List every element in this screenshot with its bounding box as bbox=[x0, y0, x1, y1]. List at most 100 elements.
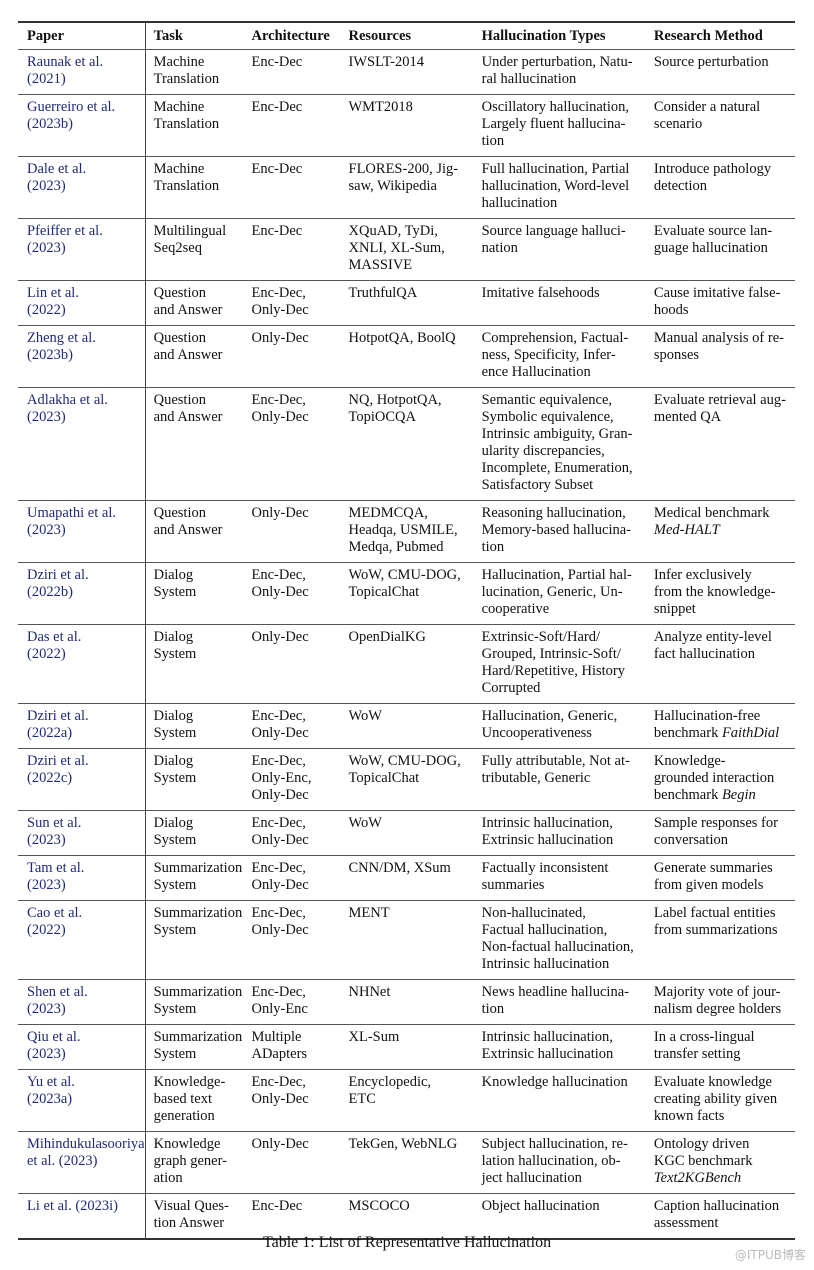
cell-hallucination-types-text: Imitative falsehoods bbox=[481, 285, 600, 301]
table-row: Adlakha et al. (2023) Question and Answer… bbox=[18, 387, 795, 501]
header-resources: Resources bbox=[348, 28, 412, 44]
cell-architecture-text: Enc-Dec, Only-Dec bbox=[251, 815, 309, 848]
cell-task: Question and Answer bbox=[145, 501, 243, 563]
cell-architecture-text: Only-Dec bbox=[251, 330, 309, 346]
cell-paper[interactable]: Cao et al. (2022) bbox=[18, 900, 146, 980]
cell-paper[interactable]: Dale et al. (2023) bbox=[18, 156, 146, 219]
table-row: Pfeiffer et al. (2023) Multilingual Seq2s… bbox=[18, 218, 795, 281]
cell-task: Question and Answer bbox=[145, 388, 243, 501]
cell-task: Visual Ques- tion Answer bbox=[145, 1194, 243, 1240]
cell-resources: CNN/DM, XSum bbox=[341, 856, 474, 901]
cell-research-method: Evaluate retrieval aug- mented QA bbox=[646, 388, 795, 501]
header-hallucination-types: Hallucination Types bbox=[481, 28, 606, 44]
cell-paper-text: Dale et al. (2023) bbox=[27, 161, 87, 194]
cell-paper[interactable]: Li et al. (2023i) bbox=[18, 1193, 146, 1239]
cell-research-method-text: Sample responses for conversation bbox=[653, 815, 778, 848]
cell-architecture-text: Enc-Dec, Only-Dec bbox=[251, 905, 309, 938]
header-research-method: Research Method bbox=[653, 28, 763, 44]
cell-research-method: Manual analysis of re- sponses bbox=[646, 326, 795, 388]
cell-architecture-text: Enc-Dec bbox=[251, 54, 303, 70]
cell-architecture-text: Enc-Dec, Only-Dec bbox=[251, 392, 309, 425]
cell-resources: WoW bbox=[341, 704, 474, 749]
cell-hallucination-types-text: Knowledge hallucination bbox=[481, 1074, 628, 1090]
benchmark-name: Med-HALT bbox=[653, 522, 720, 538]
cell-hallucination-types: Intrinsic hallucination, Extrinsic hallu… bbox=[474, 811, 646, 856]
cell-architecture-text: Enc-Dec, Only-Dec bbox=[251, 285, 309, 318]
cell-research-method-text: Manual analysis of re- sponses bbox=[653, 330, 784, 363]
cell-task: Question and Answer bbox=[145, 326, 243, 388]
cell-task: Dialog System bbox=[145, 704, 243, 749]
cell-research-method-text: Evaluate knowledge creating ability give… bbox=[653, 1074, 778, 1124]
cell-research-method: Evaluate knowledge creating ability give… bbox=[646, 1070, 795, 1132]
cell-paper[interactable]: Lin et al. (2022) bbox=[18, 280, 146, 326]
cell-paper[interactable]: Guerreiro et al. (2023b) bbox=[18, 94, 146, 157]
cell-paper[interactable]: Dziri et al. (2022c) bbox=[18, 748, 146, 811]
table-row: Dale et al. (2023) Machine Translation Enc… bbox=[18, 156, 795, 219]
header-task: Task bbox=[153, 28, 183, 44]
cell-paper[interactable]: Mihindukulasooriya et al. (2023) bbox=[18, 1131, 146, 1194]
cell-paper-text: Yu et al. (2023a) bbox=[27, 1074, 75, 1107]
cell-resources-text: Encyclopedic, ETC bbox=[348, 1074, 432, 1107]
table-row: Dziri et al. (2022b) Dialog System Enc-Dec… bbox=[18, 562, 795, 625]
cell-paper[interactable]: Qiu et al. (2023) bbox=[18, 1024, 146, 1070]
cell-task-text: Summarization System bbox=[153, 984, 243, 1017]
cell-hallucination-types-text: Oscillatory hallucination, Largely fluen… bbox=[481, 99, 629, 149]
cell-research-method-text: Hallucination-free benchmark bbox=[653, 708, 761, 741]
cell-paper[interactable]: Dziri et al. (2022b) bbox=[18, 562, 146, 625]
cell-paper[interactable]: Dziri et al. (2022a) bbox=[18, 703, 146, 749]
cell-task: Knowledge graph gener- ation bbox=[145, 1132, 243, 1194]
cell-research-method-text: Label factual entities from summarizatio… bbox=[653, 905, 778, 938]
cell-research-method: Infer exclusively from the knowledge- sn… bbox=[646, 563, 795, 625]
cell-hallucination-types: Hallucination, Partial hal- lucination, … bbox=[474, 563, 646, 625]
cell-research-method-text: Evaluate source lan- guage hallucination bbox=[653, 223, 773, 256]
cell-architecture-text: Only-Dec bbox=[251, 1136, 309, 1152]
cell-paper[interactable]: Yu et al. (2023a) bbox=[18, 1069, 146, 1132]
table-row: Mihindukulasooriya et al. (2023) Knowledg… bbox=[18, 1131, 795, 1194]
cell-resources-text: TekGen, WebNLG bbox=[348, 1136, 458, 1152]
cell-architecture: Enc-Dec, Only-Dec bbox=[243, 281, 340, 326]
cell-task-text: Dialog System bbox=[153, 567, 197, 600]
cell-paper[interactable]: Raunak et al. (2021) bbox=[18, 49, 146, 95]
cell-paper[interactable]: Tam et al. (2023) bbox=[18, 855, 146, 901]
cell-research-method: Caption hallucination assessment bbox=[646, 1194, 795, 1240]
cell-hallucination-types: Non-hallucinated, Factual hallucination,… bbox=[474, 901, 646, 980]
cell-architecture: Enc-Dec bbox=[243, 219, 340, 281]
cell-resources-text: MSCOCO bbox=[348, 1198, 410, 1214]
cell-paper[interactable]: Zheng et al. (2023b) bbox=[18, 325, 146, 388]
cell-hallucination-types-text: Factually inconsistent summaries bbox=[481, 860, 609, 893]
cell-paper[interactable]: Shen et al. (2023) bbox=[18, 979, 146, 1025]
cell-research-method-text: Evaluate retrieval aug- mented QA bbox=[653, 392, 786, 425]
cell-research-method: Medical benchmark Med-HALT bbox=[646, 501, 795, 563]
cell-hallucination-types-text: Fully attributable, Not at- tributable, … bbox=[481, 753, 630, 786]
cell-research-method-text: Caption hallucination assessment bbox=[653, 1198, 780, 1231]
cell-architecture-text: Only-Dec bbox=[251, 629, 309, 645]
cell-hallucination-types-text: Source language halluci- nation bbox=[481, 223, 626, 256]
cell-paper[interactable]: Adlakha et al. (2023) bbox=[18, 387, 146, 501]
cell-paper[interactable]: Sun et al. (2023) bbox=[18, 810, 146, 856]
cell-resources-text: MEDMCQA, Headqa, USMILE, Medqa, Pubmed bbox=[348, 505, 458, 555]
cell-resources-text: TruthfulQA bbox=[348, 285, 418, 301]
cell-hallucination-types-text: Hallucination, Generic, Uncooperativenes… bbox=[481, 708, 618, 741]
cell-hallucination-types: Under perturbation, Natu- ral hallucinat… bbox=[474, 50, 646, 95]
cell-resources-text: FLORES-200, Jig- saw, Wikipedia bbox=[348, 161, 459, 194]
cell-architecture-text: Enc-Dec, Only-Dec bbox=[251, 1074, 309, 1107]
cell-resources-text: NQ, HotpotQA, TopiOCQA bbox=[348, 392, 442, 425]
cell-task: Question and Answer bbox=[145, 281, 243, 326]
cell-task: Dialog System bbox=[145, 811, 243, 856]
cell-research-method: Generate summaries from given models bbox=[646, 856, 795, 901]
table-row: Umapathi et al. (2023) Question and Answe… bbox=[18, 500, 795, 563]
cell-paper[interactable]: Umapathi et al. (2023) bbox=[18, 500, 146, 563]
cell-task: Multilingual Seq2seq bbox=[145, 219, 243, 281]
cell-paper[interactable]: Das et al. (2022) bbox=[18, 624, 146, 704]
cell-hallucination-types-text: Semantic equivalence, Symbolic equivalen… bbox=[481, 392, 633, 493]
cell-architecture: Only-Dec bbox=[243, 1132, 340, 1194]
cell-architecture: Only-Dec bbox=[243, 625, 340, 704]
cell-architecture: Enc-Dec bbox=[243, 157, 340, 219]
table-row: Yu et al. (2023a) Knowledge- based text g… bbox=[18, 1069, 795, 1132]
cell-architecture: Enc-Dec, Only-Dec bbox=[243, 388, 340, 501]
cell-paper[interactable]: Pfeiffer et al. (2023) bbox=[18, 218, 146, 281]
cell-resources: WoW, CMU-DOG, TopicalChat bbox=[341, 749, 474, 811]
cell-resources-text: WMT2018 bbox=[348, 99, 413, 115]
cell-hallucination-types-text: Hallucination, Partial hal- lucination, … bbox=[481, 567, 632, 617]
cell-resources: XQuAD, TyDi, XNLI, XL-Sum, MASSIVE bbox=[341, 219, 474, 281]
